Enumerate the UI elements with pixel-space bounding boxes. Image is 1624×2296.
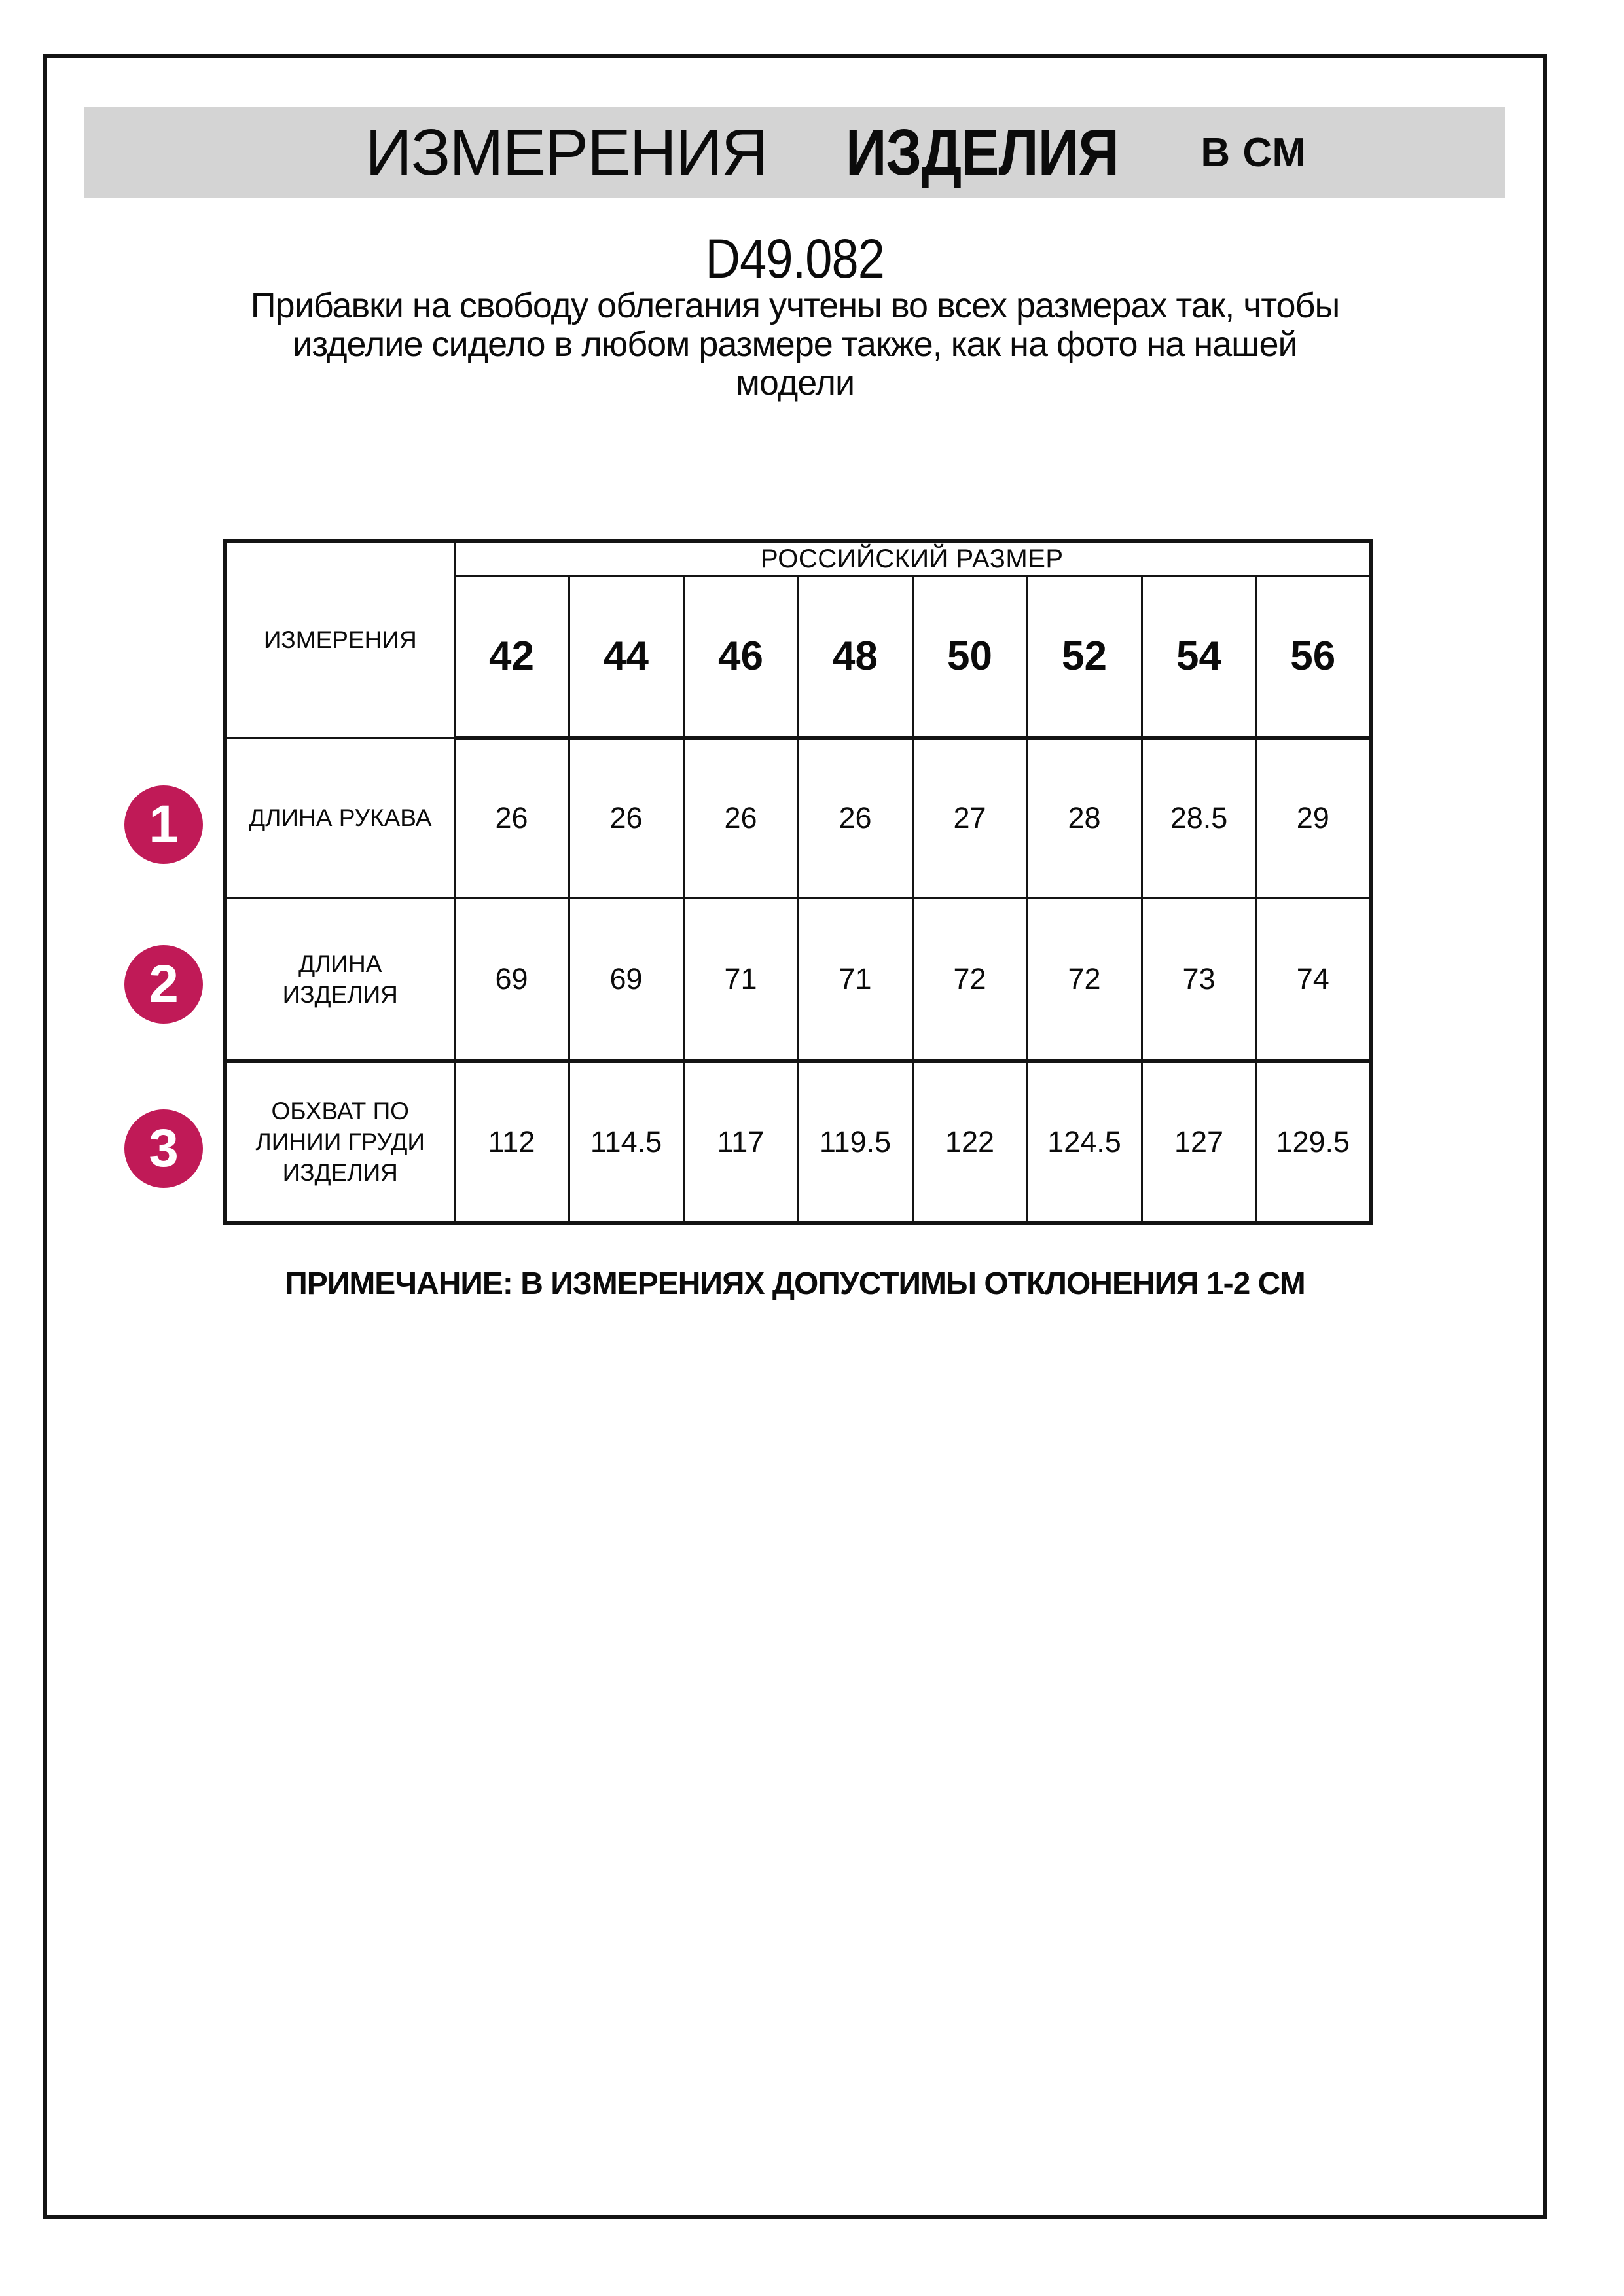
table-row-size-header: ИЗМЕРЕНИЯ РОССИЙСКИЙ РАЗМЕР (224, 540, 1372, 739)
value-cell: 69 (568, 897, 685, 1063)
title-product: ИЗДЕЛИЯ (845, 116, 1119, 189)
value-cell: 74 (1255, 897, 1372, 1063)
value-cell: 119.5 (797, 1060, 914, 1224)
value-cell: 129.5 (1255, 1060, 1372, 1224)
value-cell: 71 (682, 897, 799, 1063)
intro-line: изделие сидело в любом размере также, ка… (293, 325, 1297, 364)
size-cell: 48 (797, 575, 914, 740)
intro-line: Прибавки на свободу облегания учтены во … (250, 286, 1341, 325)
row-label-line: ЛИНИИ ГРУДИ (255, 1128, 425, 1155)
row-label-cell: ДЛИНА РУКАВА (224, 736, 456, 899)
row-label-cell: ОБХВАТ ПО ЛИНИИ ГРУДИ ИЗДЕЛИЯ (224, 1060, 456, 1224)
table-row-product-length: ДЛИНА ИЗДЕЛИЯ 69 69 71 71 72 72 73 74 (224, 897, 1372, 1063)
value-cell: 114.5 (568, 1060, 685, 1224)
value-cell: 28.5 (1140, 736, 1257, 899)
table-row-sizes: 42 44 46 48 50 52 54 56 (225, 575, 1372, 740)
value-cell: 27 (911, 736, 1028, 899)
size-cell: 42 (453, 575, 570, 740)
size-cell: 46 (682, 575, 799, 740)
value-cell: 71 (797, 897, 914, 1063)
table-row-sleeve-length: ДЛИНА РУКАВА 26 26 26 26 27 28 28.5 29 (224, 736, 1372, 899)
value-cell: 117 (682, 1060, 799, 1224)
tolerance-note: ПРИМЕЧАНИЕ: В ИЗМЕРЕНИЯХ ДОПУСТИМЫ ОТКЛО… (285, 1266, 1305, 1301)
value-cell: 28 (1026, 736, 1143, 899)
value-cell: 72 (911, 897, 1028, 1063)
row-number-badge-3: 3 (124, 1109, 203, 1188)
value-cell: 124.5 (1026, 1060, 1143, 1224)
value-cell: 69 (453, 897, 570, 1063)
size-cell: 54 (1140, 575, 1257, 740)
size-cell: 56 (1255, 575, 1372, 740)
size-cell: 52 (1026, 575, 1143, 740)
row-label-line: ДЛИНА (298, 950, 382, 977)
value-cell: 72 (1026, 897, 1143, 1063)
value-cell: 29 (1255, 736, 1372, 899)
value-cell: 26 (797, 736, 914, 899)
size-cell: 50 (911, 575, 1028, 740)
row-label-line: ДЛИНА РУКАВА (249, 804, 432, 831)
article-code: D49.082 (705, 228, 885, 289)
value-cell: 26 (453, 736, 570, 899)
value-cell: 26 (682, 736, 799, 899)
value-cell: 112 (453, 1060, 570, 1224)
value-cell: 122 (911, 1060, 1028, 1224)
row-label-line: ИЗДЕЛИЯ (282, 980, 398, 1008)
row-number-badge-1: 1 (124, 785, 203, 864)
table-row-chest-girth: ОБХВАТ ПО ЛИНИИ ГРУДИ ИЗДЕЛИЯ 112 114.5 … (224, 1060, 1372, 1224)
row-label-cell: ДЛИНА ИЗДЕЛИЯ (224, 897, 456, 1063)
row-label-line: ИЗДЕЛИЯ (282, 1159, 398, 1186)
row-label-line: ОБХВАТ ПО (271, 1098, 409, 1124)
title-measurements: ИЗМЕРЕНИЯ (365, 116, 768, 189)
size-table: ИЗМЕРЕНИЯ РОССИЙСКИЙ РАЗМЕР 42 44 46 48 … (223, 539, 1373, 1225)
intro-line: модели (735, 363, 855, 403)
size-cell: 44 (568, 575, 685, 740)
value-cell: 26 (568, 736, 685, 899)
corner-header-cell: ИЗМЕРЕНИЯ (224, 540, 456, 739)
title-banner: ИЗМЕРЕНИЯ ИЗДЕЛИЯ В СМ (84, 107, 1505, 198)
row-number-badge-2: 2 (124, 945, 203, 1024)
value-cell: 127 (1140, 1060, 1257, 1224)
intro-paragraph: Прибавки на свободу облегания учтены во … (43, 287, 1547, 403)
value-cell: 73 (1140, 897, 1257, 1063)
title-units: В СМ (1200, 130, 1307, 175)
russian-size-header-cell: РОССИЙСКИЙ РАЗМЕР (453, 540, 1372, 577)
